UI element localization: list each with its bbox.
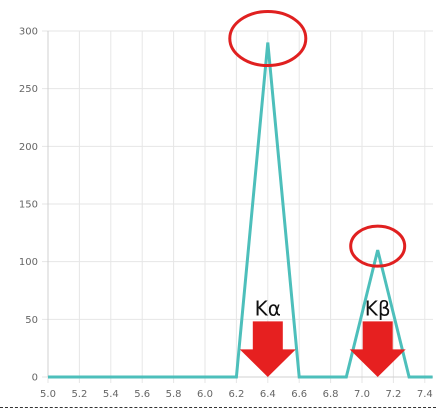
- y-tick-label: 250: [19, 84, 38, 95]
- annotation-label: Kα: [255, 296, 281, 320]
- gridlines: [42, 30, 433, 383]
- highlights-layer: [228, 10, 407, 268]
- x-tick-label: 5.6: [134, 389, 150, 400]
- y-tick-label: 50: [25, 315, 38, 326]
- y-tick-label: 0: [32, 373, 38, 384]
- series-layer: [48, 42, 433, 379]
- arrow-0: [239, 321, 296, 377]
- x-tick-label: 5.0: [40, 389, 56, 400]
- x-tick-label: 7.0: [354, 389, 370, 400]
- x-tick-label: 6.2: [228, 389, 244, 400]
- series-line-0: [48, 42, 433, 379]
- annotation-label: Kβ: [365, 296, 391, 320]
- x-tick-label: 5.4: [103, 389, 119, 400]
- x-tick-label: 7.2: [385, 389, 401, 400]
- dashed-separator: [0, 407, 436, 408]
- axes: 0 50 100 150 200 250 300 5.0 5.2 5.4 5.6 5.8 6.0 6.2 6…: [19, 27, 433, 400]
- x-tick-label: 6.6: [291, 389, 307, 400]
- x-tick-label: 6.8: [323, 389, 339, 400]
- x-tick-label: 6.0: [197, 389, 213, 400]
- x-tick-label: 6.4: [260, 389, 276, 400]
- y-tick-label: 100: [19, 257, 38, 268]
- y-tick-label: 150: [19, 200, 38, 211]
- x-tick-label: 5.8: [166, 389, 182, 400]
- x-tick-label: 5.2: [71, 389, 87, 400]
- annotations-layer: Kα Kβ: [239, 296, 406, 377]
- x-tick-label: 7.4: [417, 389, 433, 400]
- highlight-circle-1: [349, 224, 407, 268]
- y-tick-label: 300: [19, 27, 38, 38]
- arrow-1: [349, 321, 406, 377]
- highlight-circle-0: [228, 10, 308, 68]
- y-tick-label: 200: [19, 142, 38, 153]
